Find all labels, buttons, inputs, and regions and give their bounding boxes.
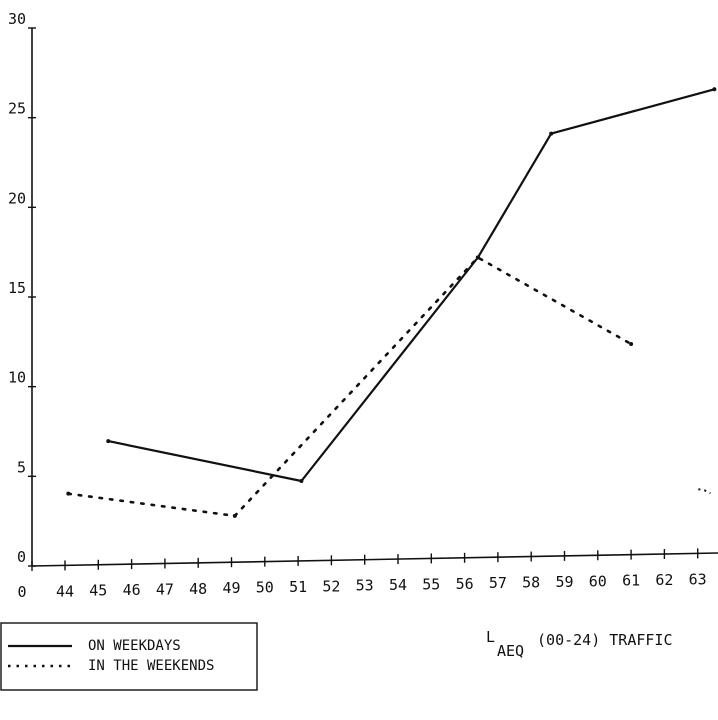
y-tick-label: 30 bbox=[8, 10, 26, 28]
y-tick-label: 5 bbox=[17, 458, 26, 476]
x-tick-label: 50 bbox=[256, 579, 274, 597]
legend-box bbox=[0, 622, 258, 691]
x-tick-label: 54 bbox=[389, 576, 407, 594]
x-tick-label: 55 bbox=[422, 575, 440, 593]
x-tick-label: 46 bbox=[123, 581, 141, 599]
x-tick-label: 48 bbox=[189, 580, 207, 598]
legend-label-weekends: IN THE WEEKENDS bbox=[88, 658, 214, 674]
x-tick-label: 49 bbox=[222, 579, 240, 597]
x-tick-label: 62 bbox=[655, 571, 673, 589]
x-tick-label: 45 bbox=[89, 582, 107, 600]
x-tick-label: 61 bbox=[622, 572, 640, 590]
x-tick-label: 58 bbox=[522, 574, 540, 592]
y-tick-label: 20 bbox=[8, 189, 26, 207]
x-tick-label: 60 bbox=[589, 572, 607, 590]
x-tick-label: 0 bbox=[17, 583, 26, 601]
x-axis-title-main: L bbox=[486, 628, 495, 646]
x-tick-label: 44 bbox=[56, 582, 74, 600]
series-line-weekends bbox=[67, 256, 633, 518]
data-point bbox=[106, 439, 111, 444]
x-axis-title-sub: AEQ bbox=[497, 642, 524, 660]
x-axis-title: L AEQ (00-24) TRAFFIC bbox=[486, 628, 673, 660]
y-axis: 0 5 10 15 20 25 30 bbox=[8, 10, 36, 567]
x-tick-label: 47 bbox=[156, 580, 174, 598]
x-tick-label: 57 bbox=[489, 574, 507, 592]
x-axis: 0 44 45 46 47 48 49 50 51 52 53 54 55 56 57 58 59 60 61 62 6… bbox=[17, 548, 718, 601]
legend-label-weekdays: ON WEEKDAYS bbox=[88, 638, 181, 654]
x-tick-label: 53 bbox=[356, 577, 374, 595]
legend: ON WEEKDAYS IN THE WEEKENDS bbox=[0, 622, 258, 691]
x-tick-label: 51 bbox=[289, 578, 307, 596]
x-tick-label: 59 bbox=[555, 573, 573, 591]
x-tick-label: 52 bbox=[322, 577, 340, 595]
series-layer bbox=[66, 87, 717, 518]
y-tick-label: 10 bbox=[8, 369, 26, 387]
data-point bbox=[629, 341, 634, 346]
x-tick-label: 63 bbox=[689, 570, 707, 588]
x-axis-line bbox=[31, 552, 718, 567]
x-axis-title-rest: (00-24) TRAFFIC bbox=[528, 631, 673, 649]
data-point bbox=[232, 513, 237, 518]
y-tick-label: 0 bbox=[17, 548, 26, 566]
data-point bbox=[299, 478, 304, 483]
data-point bbox=[66, 491, 71, 496]
data-point bbox=[712, 87, 717, 92]
data-point bbox=[549, 131, 554, 136]
y-tick-label: 25 bbox=[8, 100, 26, 118]
series-line-weekdays bbox=[108, 88, 715, 483]
stray-mark bbox=[698, 488, 711, 495]
data-point bbox=[475, 255, 480, 260]
x-tick-label: 56 bbox=[456, 575, 474, 593]
y-tick-label: 15 bbox=[8, 279, 26, 297]
